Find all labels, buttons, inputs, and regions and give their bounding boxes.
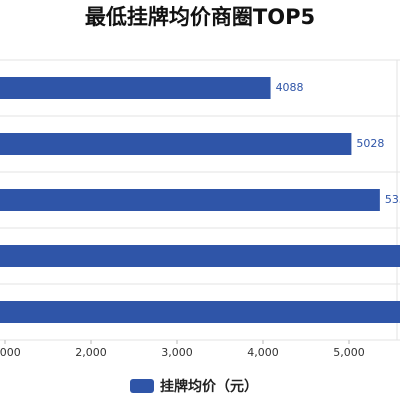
- x-tick-label: 2,000: [75, 346, 107, 359]
- bar: [0, 189, 380, 211]
- bar: [0, 245, 400, 267]
- legend-swatch: [130, 379, 154, 393]
- bar: [0, 77, 271, 99]
- x-tick-label: 3,000: [161, 346, 193, 359]
- value-label: 5359: [385, 193, 400, 206]
- chart-title: 最低挂牌均价商圈TOP5: [85, 5, 315, 29]
- value-label: 5028: [356, 137, 384, 150]
- legend-label: 挂牌均价（元）: [160, 378, 258, 395]
- bar: [0, 133, 352, 155]
- x-tick-label: 4,000: [247, 346, 279, 359]
- x-tick-label: 5,000: [333, 346, 365, 359]
- value-label: 4088: [276, 81, 304, 94]
- bar: [0, 301, 400, 323]
- x-tick-label: 1,000: [0, 346, 21, 359]
